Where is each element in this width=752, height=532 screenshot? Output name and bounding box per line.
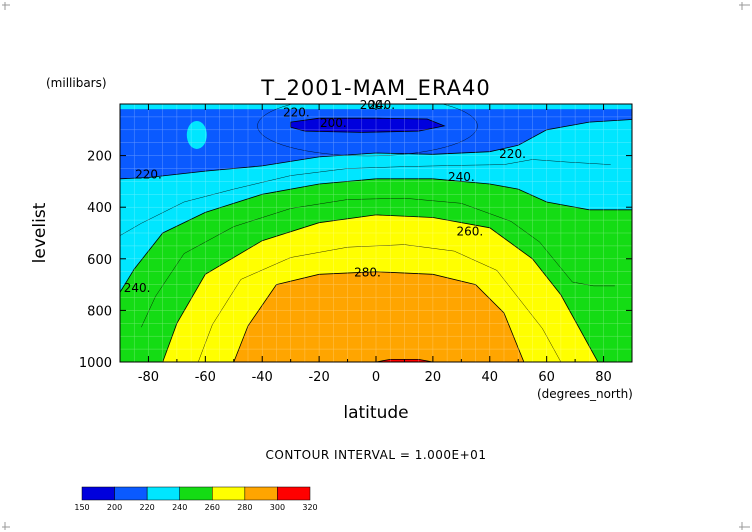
colorbar-label: 300 <box>270 503 285 512</box>
contour-label: 240. <box>448 170 475 184</box>
colorbar-swatch <box>114 486 148 501</box>
x-tick-label: 80 <box>595 370 612 385</box>
y-axis-label: levelist <box>30 202 50 263</box>
contour-label: 200. <box>360 98 387 112</box>
x-tick-label: -60 <box>195 370 216 385</box>
x-tick-label: 40 <box>482 370 499 385</box>
contour-label: 240. <box>368 98 395 112</box>
colorbar-label: 260 <box>205 503 220 512</box>
colorbar-swatch <box>277 486 311 501</box>
colorbar-label: 240 <box>172 503 187 512</box>
colorbar-swatch <box>146 486 180 501</box>
colorbar-label: 200 <box>107 503 122 512</box>
y-tick-label: 800 <box>87 304 112 319</box>
x-tick-label: -40 <box>252 370 273 385</box>
colorbar-swatch <box>212 486 246 501</box>
intermediate-contours <box>120 104 615 362</box>
y-tick-label: 600 <box>87 253 112 268</box>
contour-line-250 <box>141 197 615 328</box>
contour-interval-text: CONTOUR INTERVAL = 1.000E+01 <box>266 448 487 462</box>
contour-label: 240. <box>124 281 151 295</box>
band-280-300 <box>233 271 524 362</box>
grid <box>120 104 632 362</box>
contour-line-280 <box>233 271 525 362</box>
x-units-label: (degrees_north) <box>537 387 633 401</box>
x-tick-label: 20 <box>425 370 442 385</box>
contour-lines <box>120 117 632 362</box>
colorbar-label: 220 <box>140 503 155 512</box>
filled-contours <box>120 104 632 362</box>
contour-line-210 <box>257 104 478 157</box>
band-200-220 <box>120 104 632 179</box>
contour-label: 280. <box>354 266 381 280</box>
colorbar-label: 320 <box>302 503 317 512</box>
contour-line-220 <box>120 119 632 180</box>
y-tick-label: 200 <box>87 150 112 165</box>
colorbar-label: 280 <box>237 503 252 512</box>
cyan-bubble <box>186 120 207 149</box>
contour-line-260 <box>162 214 599 362</box>
colorbar: 150 200 220 240 260 280 300 320 <box>74 486 318 512</box>
contour-line-240 <box>120 178 632 293</box>
colorbar-swatch <box>244 486 278 501</box>
contour-line-200 <box>290 117 446 133</box>
contour-label: 220. <box>135 168 162 182</box>
contour-label: 220. <box>283 106 310 120</box>
contour-line-230 <box>120 159 611 236</box>
x-tick-label: 0 <box>372 370 380 385</box>
colorbar-label: 150 <box>74 503 89 512</box>
y-tick-label: 400 <box>87 201 112 216</box>
axes: -80 -60 -40 -20 0 20 40 60 80 200 400 600 800 1000 <box>79 103 633 385</box>
contour-line-270 <box>198 244 562 362</box>
contour-line-300 <box>375 359 433 362</box>
x-tick-label: 60 <box>538 370 555 385</box>
y-units-label: (millibars) <box>46 76 107 90</box>
plot-area: 220.220.200.200.240.220.240.260.280.240. <box>120 98 632 362</box>
y-tick-label: 1000 <box>79 356 112 371</box>
chart-title: T_2001-MAM_ERA40 <box>260 76 491 101</box>
contour-label: 260. <box>457 224 484 238</box>
x-tick-label: -20 <box>308 370 329 385</box>
band-150-200 <box>290 118 445 133</box>
colorbar-swatch <box>81 486 115 501</box>
x-axis-label: latitude <box>343 403 408 423</box>
contour-label: 220. <box>499 147 526 161</box>
x-tick-label: -80 <box>138 370 159 385</box>
contour-label: 200. <box>320 116 347 130</box>
colorbar-swatch <box>179 486 213 501</box>
